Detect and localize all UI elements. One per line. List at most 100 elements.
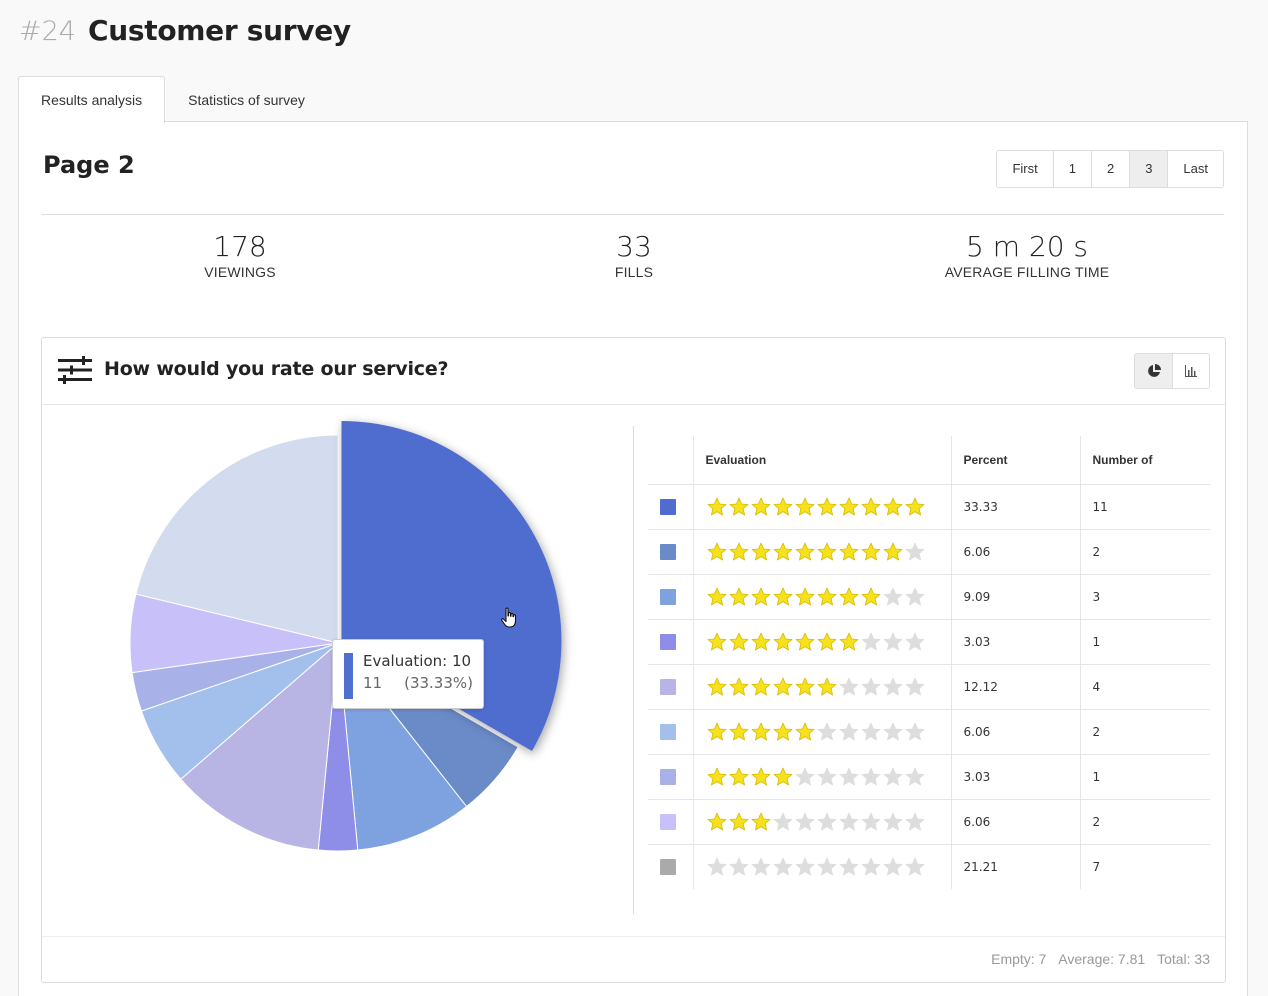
star-empty-icon <box>861 767 880 785</box>
star-empty-icon <box>905 722 924 740</box>
header-divider <box>42 214 1224 215</box>
star-empty-icon <box>817 767 836 785</box>
pagination-page-2-button[interactable]: 2 <box>1090 151 1130 187</box>
star-rating <box>706 541 951 563</box>
row-evaluation-cell <box>692 664 951 710</box>
star-filled-icon <box>751 722 770 740</box>
pagination-last-button[interactable]: Last <box>1167 151 1223 187</box>
color-swatch: #6a8ac8 <box>660 543 676 560</box>
row-percent-cell: 33.33 <box>950 484 1080 530</box>
star-empty-icon <box>795 767 814 785</box>
star-filled-icon <box>883 542 902 560</box>
star-filled-icon <box>817 542 836 560</box>
star-filled-icon <box>839 542 858 560</box>
star-rating <box>706 766 951 788</box>
star-empty-icon <box>861 677 880 695</box>
row-color-cell: #c8c0f8 <box>648 799 693 845</box>
results-panel: Page 2 First 1 2 3 Last 178 VIEWINGS 33 … <box>18 121 1248 996</box>
star-empty-icon <box>839 857 858 876</box>
color-swatch: #aaaaaa <box>660 858 676 875</box>
row-evaluation-cell <box>692 619 951 665</box>
pie-slice-6[interactable] <box>180 641 339 851</box>
star-empty-icon <box>707 857 726 876</box>
table-row: #7ea1e0 9.093 <box>648 574 1210 620</box>
star-filled-icon <box>729 767 748 785</box>
color-swatch: #7ea1e0 <box>660 588 676 605</box>
star-empty-icon <box>817 812 836 830</box>
star-filled-icon <box>817 587 836 605</box>
row-count-cell: 1 <box>1079 619 1210 665</box>
color-swatch: #a8b2e8 <box>660 768 676 785</box>
star-filled-icon <box>839 497 858 515</box>
row-evaluation-cell <box>692 709 951 755</box>
star-filled-icon <box>751 767 770 785</box>
row-color-cell: #6a8ac8 <box>648 529 693 575</box>
summary-average: Average: 7.81 <box>1058 951 1146 967</box>
star-empty-icon <box>795 857 814 876</box>
column-header-evaluation: Evaluation <box>692 436 951 485</box>
star-filled-icon <box>707 677 726 695</box>
tab-statistics-of-survey[interactable]: Statistics of survey <box>188 92 305 108</box>
sliders-icon <box>58 356 92 384</box>
table-row: #c8c0f8 6.062 <box>648 799 1210 845</box>
star-empty-icon <box>861 812 880 830</box>
star-filled-icon <box>751 632 770 650</box>
summary-total: Total: 33 <box>1157 951 1210 967</box>
star-rating <box>706 631 951 653</box>
table-row: #8e8ee8 3.031 <box>648 619 1210 665</box>
star-filled-icon <box>707 587 726 605</box>
row-color-cell: #b8b4e4 <box>648 664 693 710</box>
star-filled-icon <box>817 497 836 515</box>
star-empty-icon <box>883 677 902 695</box>
star-filled-icon <box>729 497 748 515</box>
pie-chart-icon <box>1147 364 1161 377</box>
pagination-page-1-button[interactable]: 1 <box>1052 151 1091 187</box>
star-filled-icon <box>773 722 792 740</box>
row-evaluation-cell <box>692 754 951 800</box>
star-filled-icon <box>751 677 770 695</box>
star-rating <box>706 856 951 878</box>
star-empty-icon <box>839 722 858 740</box>
table-header-row: Evaluation Percent Number of <box>648 436 1210 485</box>
star-filled-icon <box>861 542 880 560</box>
star-empty-icon <box>905 812 924 830</box>
star-filled-icon <box>751 497 770 515</box>
tooltip-percent: (33.33%) <box>404 674 473 692</box>
row-percent-cell: 6.06 <box>950 709 1080 755</box>
row-percent-cell: 6.06 <box>950 529 1080 575</box>
star-filled-icon <box>795 542 814 560</box>
star-empty-icon <box>839 677 858 695</box>
color-swatch: #8e8ee8 <box>660 633 676 650</box>
star-empty-icon <box>729 857 748 876</box>
star-empty-icon <box>773 812 792 830</box>
row-count-cell: 2 <box>1079 709 1210 755</box>
pagination-page-3-button[interactable]: 3 <box>1129 151 1168 187</box>
star-empty-icon <box>905 587 924 605</box>
bar-view-button[interactable] <box>1172 354 1209 388</box>
star-empty-icon <box>905 767 924 785</box>
row-count-cell: 2 <box>1079 799 1210 845</box>
star-filled-icon <box>707 497 726 515</box>
pie-view-button[interactable] <box>1135 354 1172 388</box>
row-count-cell: 7 <box>1079 844 1210 889</box>
stat-label: VIEWINGS <box>204 264 276 280</box>
star-empty-icon <box>883 722 902 740</box>
row-count-cell: 3 <box>1079 574 1210 620</box>
row-percent-cell: 9.09 <box>950 574 1080 620</box>
pie-slice-0[interactable] <box>135 434 339 644</box>
star-empty-icon <box>883 587 902 605</box>
row-color-cell: #a3c0ec <box>648 709 693 755</box>
star-empty-icon <box>751 857 770 876</box>
chart-tooltip: Evaluation: 10 11 (33.33%) <box>332 639 484 709</box>
table-row: #6a8ac8 6.062 <box>648 529 1210 575</box>
star-rating <box>706 721 951 743</box>
pagination-first-button[interactable]: First <box>997 151 1053 187</box>
star-empty-icon <box>773 857 792 876</box>
star-rating <box>706 496 951 518</box>
stat-label: FILLS <box>614 264 654 280</box>
column-header-percent: Percent <box>950 436 1080 485</box>
tab-results-analysis[interactable]: Results analysis <box>18 76 166 123</box>
row-percent-cell: 21.21 <box>950 844 1080 889</box>
star-empty-icon <box>883 632 902 650</box>
star-filled-icon <box>729 677 748 695</box>
